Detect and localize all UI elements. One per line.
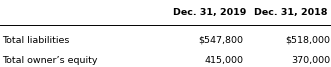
Text: 370,000: 370,000 [291,56,330,65]
Text: Total liabilities: Total liabilities [2,36,69,45]
Text: Total owner’s equity: Total owner’s equity [2,56,97,65]
Text: $518,000: $518,000 [285,36,330,45]
Text: 415,000: 415,000 [204,56,243,65]
Text: Dec. 31, 2018: Dec. 31, 2018 [254,8,327,17]
Text: $547,800: $547,800 [198,36,243,45]
Text: Dec. 31, 2019: Dec. 31, 2019 [173,8,247,17]
